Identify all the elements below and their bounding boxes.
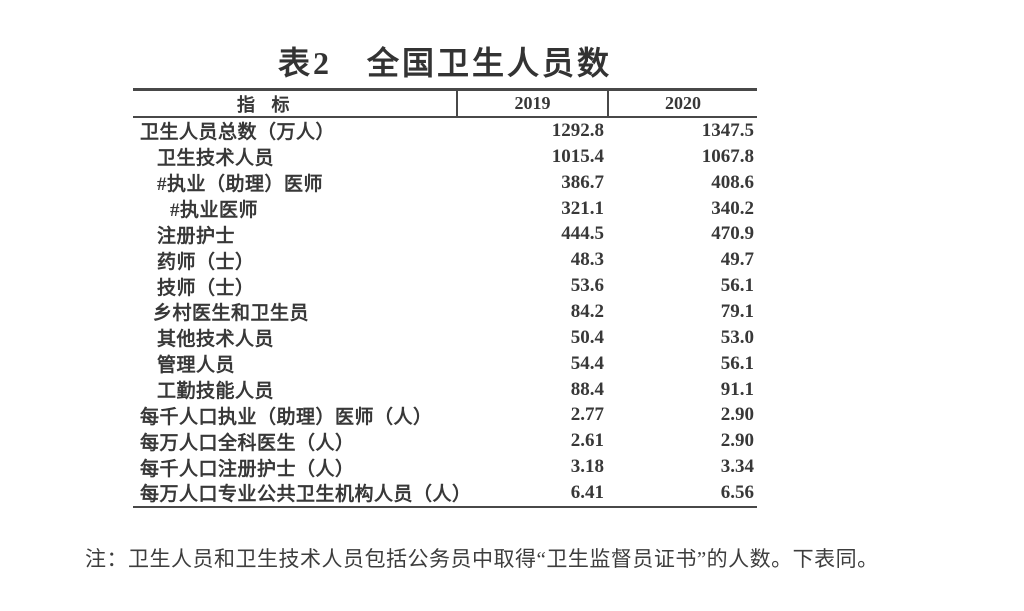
row-value-2019: 84.2 [570,300,604,322]
row-label: 每千人口注册护士（人） [140,458,355,480]
table-row: #执业医师 321.1 340.2 [133,196,757,222]
row-label: 工勤技能人员 [157,381,275,403]
row-label: 每万人口专业公共卫生机构人员（人） [140,484,472,506]
health-personnel-table: 指 标 2019 2020 卫生人员总数（万人） 1292.8 1347.5 卫… [133,88,757,508]
row-value-2019: 2.77 [570,404,604,426]
row-value-2020: 1347.5 [701,119,754,141]
row-label: 管理人员 [157,355,236,377]
table-row: 卫生人员总数（万人） 1292.8 1347.5 [133,118,757,144]
row-value-2019: 54.4 [570,352,604,374]
table-row: 药师（士） 48.3 49.7 [133,247,757,273]
header-indicator-column: 指 标 [237,94,296,115]
row-value-2019: 6.41 [570,481,604,503]
table-row: 乡村医生和卫生员 84.2 79.1 [133,299,757,325]
row-label: 技师（士） [157,277,255,299]
table-row: 卫生技术人员 1015.4 1067.8 [133,144,757,170]
row-label: #执业医师 [170,200,259,222]
table-row: #执业（助理）医师 386.7 408.6 [133,170,757,196]
row-value-2020: 79.1 [720,300,754,322]
table-row: 每千人口注册护士（人） 3.18 3.34 [133,454,757,480]
row-label: 卫生人员总数（万人） [140,122,336,144]
row-value-2019: 3.18 [570,456,604,478]
row-value-2019: 444.5 [561,223,604,245]
table-body: 卫生人员总数（万人） 1292.8 1347.5 卫生技术人员 1015.4 1… [133,118,757,506]
row-value-2020: 53.0 [720,326,754,348]
row-value-2020: 408.6 [711,171,754,193]
table-row: 每万人口专业公共卫生机构人员（人） 6.41 6.56 [133,480,757,506]
row-value-2019: 1015.4 [551,145,604,167]
row-label: 其他技术人员 [157,329,275,351]
table-header-row: 指 标 2019 2020 [133,91,757,118]
table-row: 技师（士） 53.6 56.1 [133,273,757,299]
header-2019-column: 2019 [456,91,607,116]
row-value-2019: 50.4 [570,326,604,348]
row-value-2019: 48.3 [570,249,604,271]
row-value-2020: 91.1 [720,378,754,400]
row-label: 注册护士 [157,225,236,247]
row-value-2020: 1067.8 [701,145,754,167]
row-label: 卫生技术人员 [157,148,275,170]
row-value-2019: 386.7 [561,171,604,193]
table-row: 其他技术人员 50.4 53.0 [133,325,757,351]
row-value-2019: 1292.8 [551,119,604,141]
row-label: 乡村医生和卫生员 [153,303,310,325]
row-value-2020: 470.9 [711,223,754,245]
table-row: 管理人员 54.4 56.1 [133,351,757,377]
header-2020-column: 2020 [607,91,757,116]
row-value-2020: 56.1 [720,275,754,297]
row-value-2020: 340.2 [711,197,754,219]
table-row: 每千人口执业（助理）医师（人） 2.77 2.90 [133,402,757,428]
row-label: 药师（士） [157,251,255,273]
table-row: 注册护士 444.5 470.9 [133,221,757,247]
row-value-2020: 6.56 [720,481,754,503]
row-value-2020: 3.34 [720,456,754,478]
row-value-2020: 2.90 [720,404,754,426]
footnote: 注：卫生人员和卫生技术人员包括公务员中取得“卫生监督员证书”的人数。下表同。 [85,547,879,571]
row-label: 每千人口执业（助理）医师（人） [140,406,433,428]
table-row: 工勤技能人员 88.4 91.1 [133,377,757,403]
row-value-2019: 2.61 [570,430,604,452]
row-value-2019: 88.4 [570,378,604,400]
row-value-2020: 2.90 [720,430,754,452]
row-label: 每万人口全科医生（人） [140,432,355,454]
row-value-2019: 53.6 [570,275,604,297]
row-value-2019: 321.1 [561,197,604,219]
row-value-2020: 56.1 [720,352,754,374]
row-value-2020: 49.7 [720,249,754,271]
table-row: 每万人口全科医生（人） 2.61 2.90 [133,428,757,454]
page-title: 表2 全国卫生人员数 [277,45,612,81]
row-label: #执业（助理）医师 [157,174,324,196]
